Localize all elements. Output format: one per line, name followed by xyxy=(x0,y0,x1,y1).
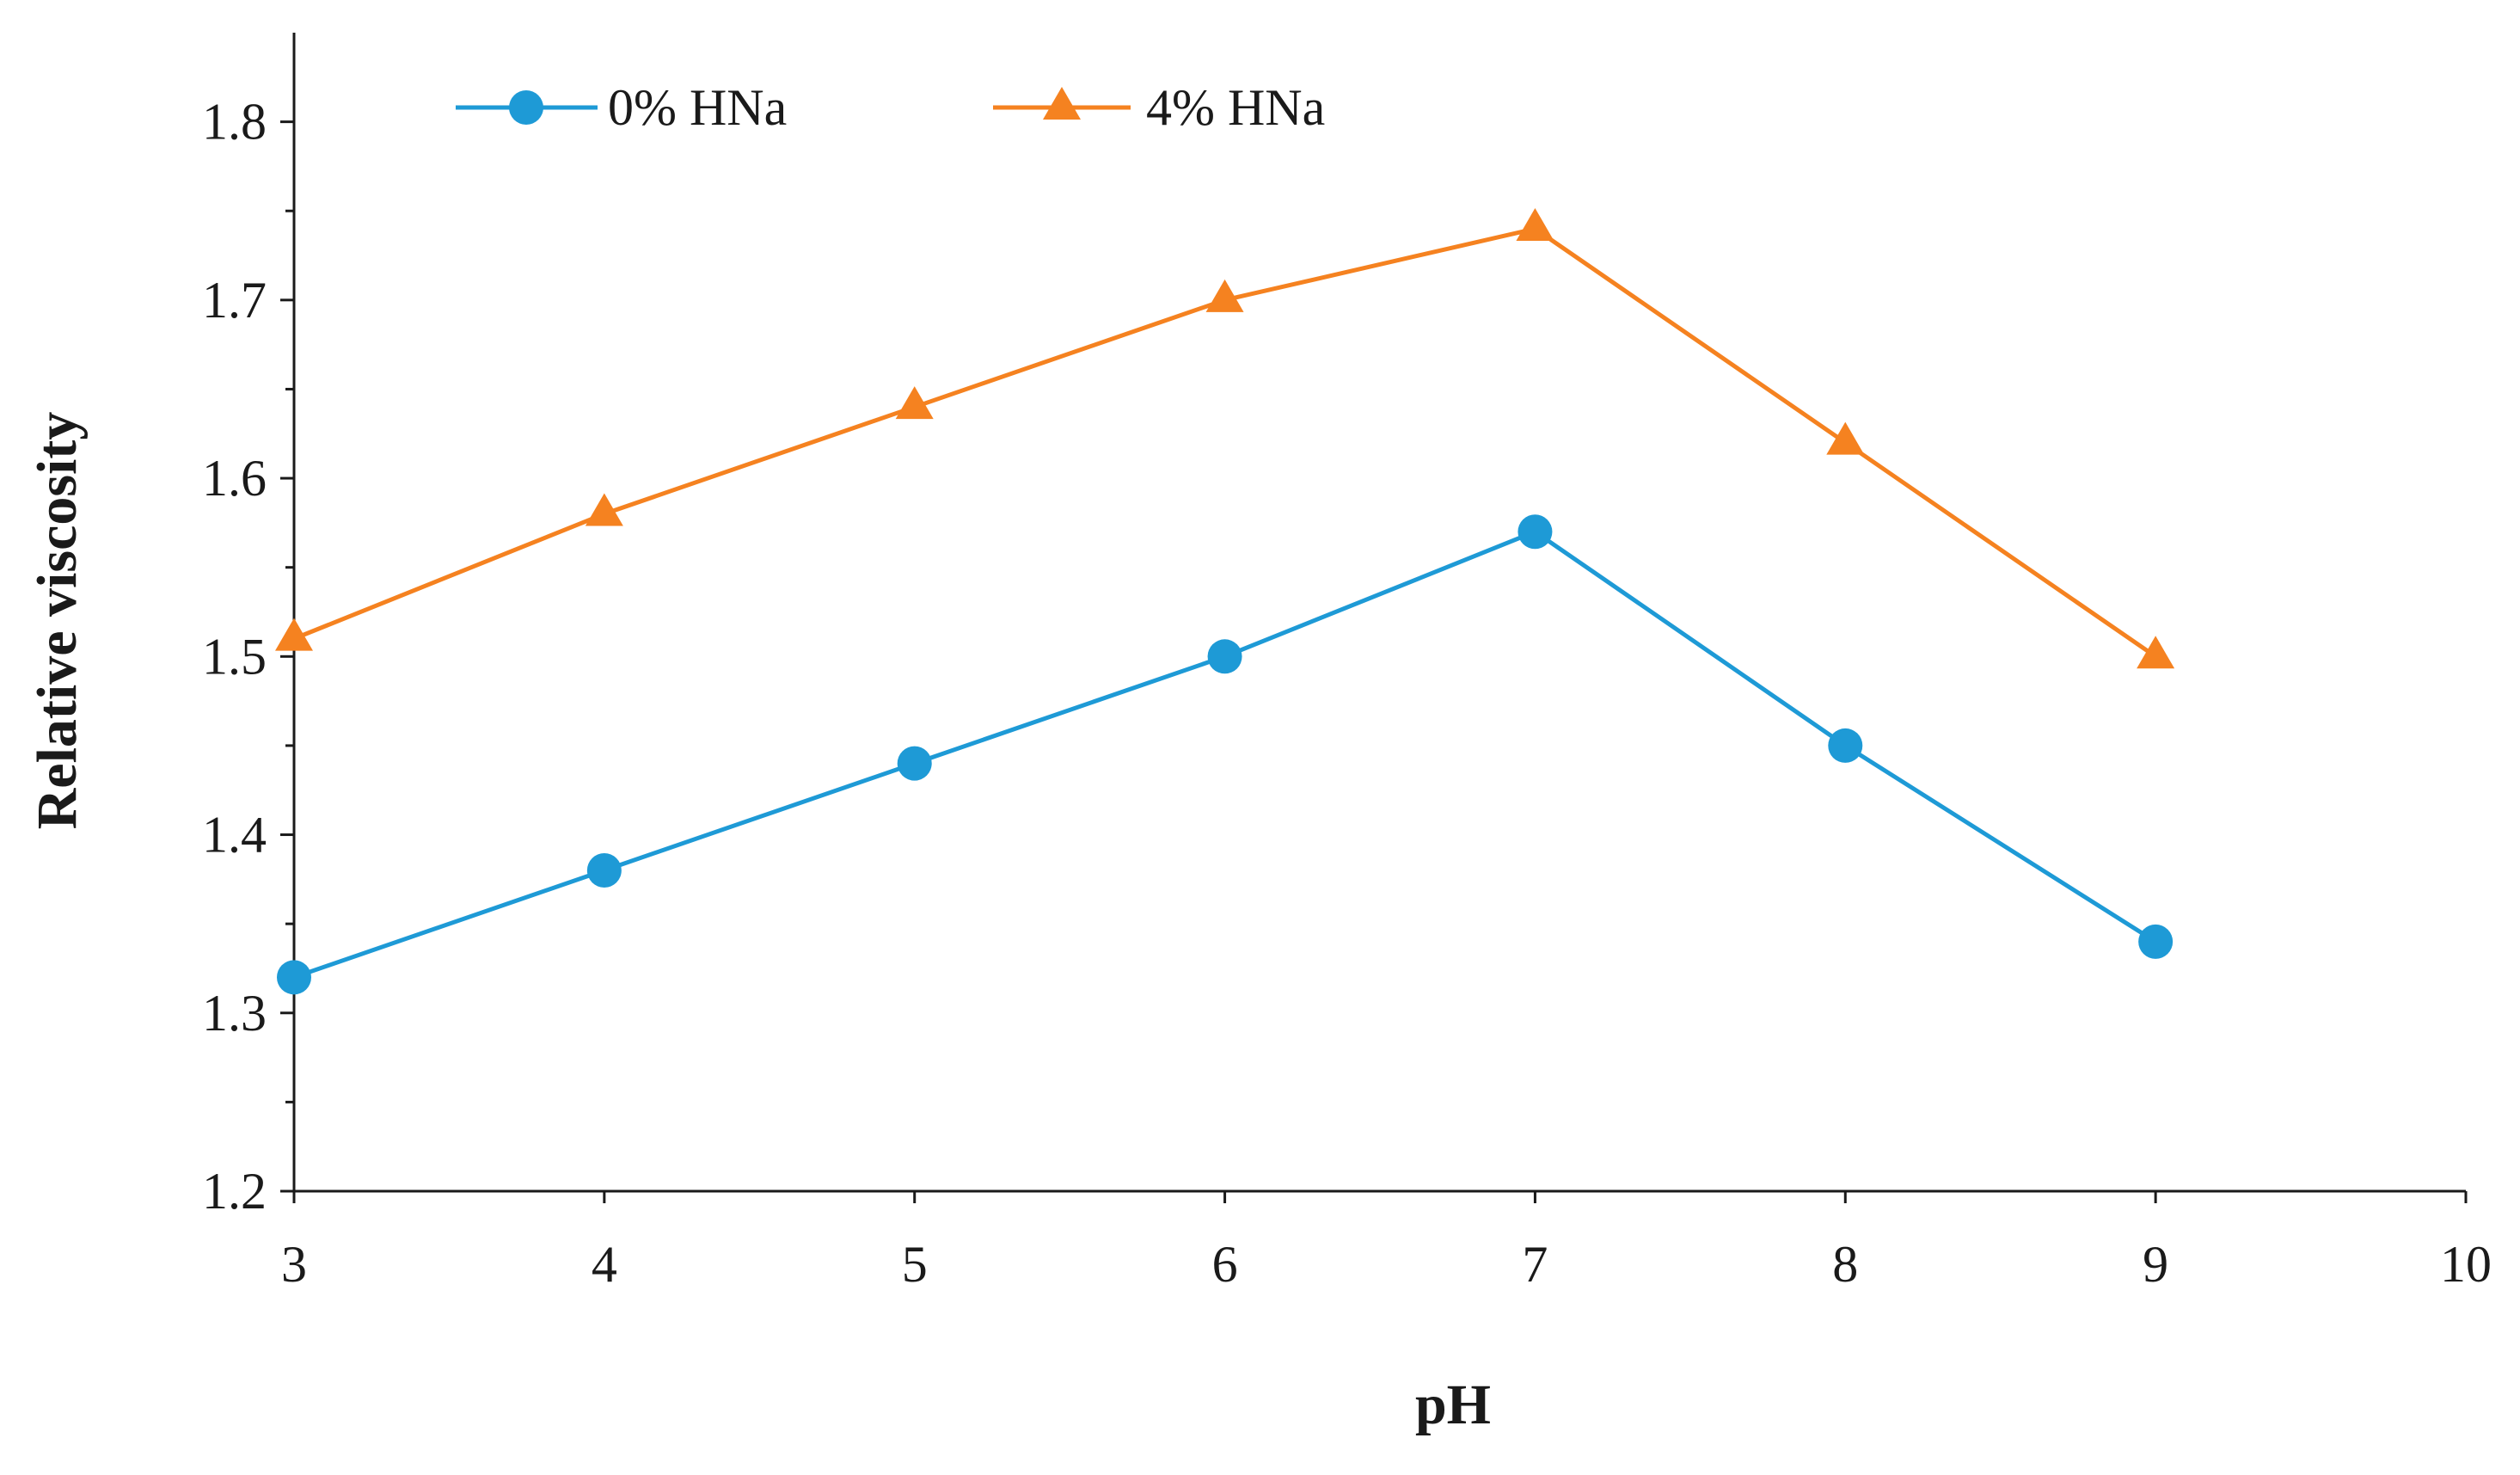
series-0-point-2 xyxy=(897,746,932,781)
series-0-point-6 xyxy=(2138,924,2174,959)
y-tick-label-4: 1.6 xyxy=(202,450,267,507)
x-tick-label-2: 5 xyxy=(902,1236,928,1293)
series-1-point-0 xyxy=(275,618,313,651)
legend-item-0: 0% HNa xyxy=(456,79,787,136)
series-0-point-4 xyxy=(1518,514,1553,550)
series-1-point-5 xyxy=(1826,421,1865,455)
series-1-point-6 xyxy=(2137,636,2175,669)
series-0-point-3 xyxy=(1207,639,1242,674)
y-tick-label-6: 1.8 xyxy=(202,94,267,151)
x-tick-label-4: 7 xyxy=(1522,1236,1548,1293)
series-0-point-5 xyxy=(1828,728,1863,763)
series-1-point-2 xyxy=(895,386,934,420)
y-tick-label-3: 1.5 xyxy=(202,628,267,685)
y-tick-label-1: 1.3 xyxy=(202,985,267,1042)
legend-label-0: 0% HNa xyxy=(608,79,787,136)
y-tick-label-2: 1.4 xyxy=(202,807,267,863)
series-layer xyxy=(275,207,2175,995)
x-tick-label-5: 8 xyxy=(1832,1236,1858,1293)
series-1-point-1 xyxy=(585,493,623,526)
legend-marker-circle xyxy=(509,90,543,125)
series-0-point-0 xyxy=(277,960,311,995)
y-axis-ticks: 1.2 1.3 1.4 1.5 1.6 1.7 1.8 xyxy=(202,94,294,1220)
x-tick-label-3: 6 xyxy=(1212,1236,1238,1293)
x-tick-label-6: 9 xyxy=(2143,1236,2168,1293)
x-tick-label-7: 10 xyxy=(2440,1236,2492,1293)
legend-item-1: 4% HNa xyxy=(993,79,1325,136)
y-axis-title: Relative viscosity xyxy=(26,412,89,830)
legend-marker-triangle xyxy=(1043,87,1081,120)
x-tick-label-1: 4 xyxy=(592,1236,617,1293)
series-line-0 xyxy=(293,529,2157,980)
x-tick-label-0: 3 xyxy=(281,1236,307,1293)
y-tick-label-0: 1.2 xyxy=(202,1163,267,1220)
legend: 0% HNa 4% HNa xyxy=(456,79,1325,136)
series-0-point-1 xyxy=(586,852,622,888)
series-1-point-3 xyxy=(1205,279,1244,312)
x-axis-ticks: 3 4 5 6 7 8 9 10 xyxy=(281,1191,2492,1293)
legend-label-1: 4% HNa xyxy=(1146,79,1325,136)
x-axis-title: pH xyxy=(1415,1374,1491,1436)
series-1-point-4 xyxy=(1516,207,1554,241)
y-tick-label-5: 1.7 xyxy=(202,272,267,329)
